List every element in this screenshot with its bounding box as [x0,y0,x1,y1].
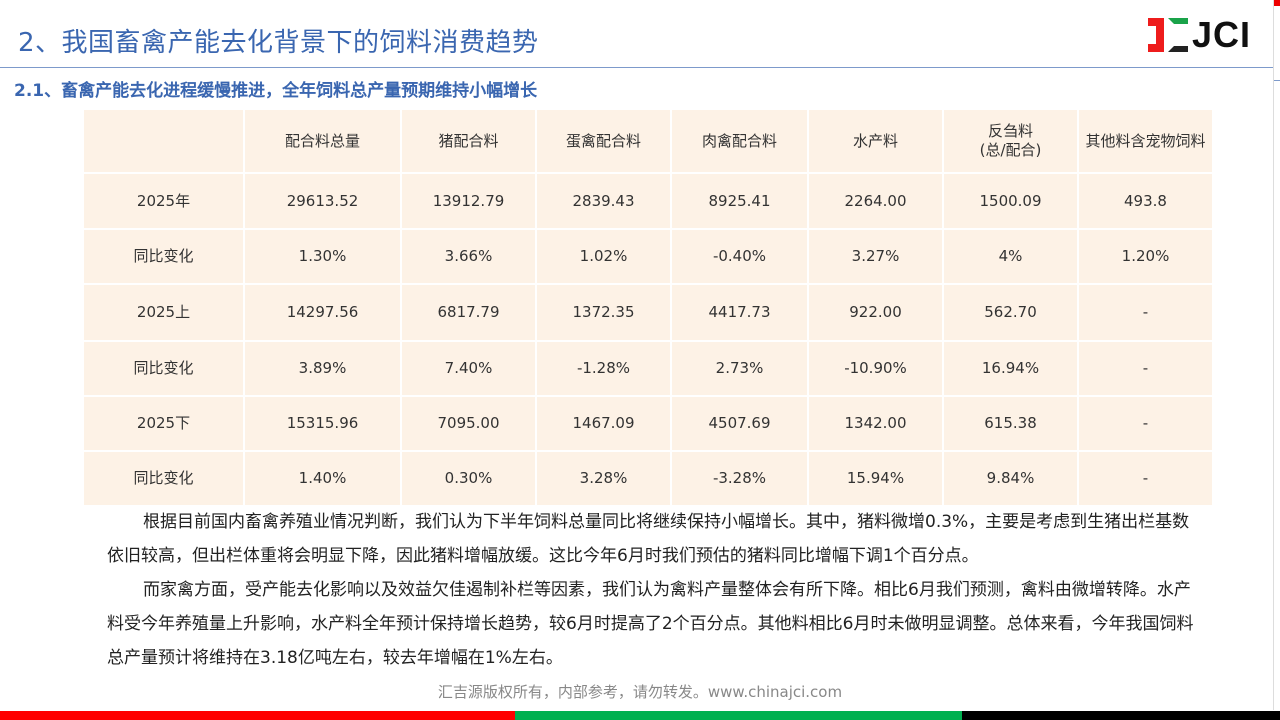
table-row: 2025下 15315.96 7095.00 1467.09 4507.69 1342.0… [82,395,1214,452]
table-cell: 3.89% [243,340,402,397]
table-row: 2025年 29613.52 13912.79 2839.43 8925.41 2264.… [82,172,1214,230]
paragraph: 而家禽方面，受产能去化影响以及效益欠佳遏制补栏等因素，我们认为禽料产量整体会有所… [107,580,1194,668]
table-cell: 922.00 [807,283,944,342]
table-cell: 1467.09 [535,395,672,452]
table-cell: 7.40% [400,340,537,397]
column-header: 蛋禽配合料 [535,108,672,174]
table-cell: - [1077,283,1214,342]
table-cell: 1372.35 [535,283,672,342]
footer-bar-black [962,711,1280,720]
table-row: 同比变化 1.30% 3.66% 1.02% -0.40% 3.27% 4% 1.20% [82,228,1214,285]
copyright-footer: 汇吉源版权所有，内部参考，请勿转发。www.chinajci.com [437,683,843,701]
table-cell: 6817.79 [400,283,537,342]
column-header: 配合料总量 [243,108,402,174]
table-cell: 16.94% [942,340,1079,397]
table-row: 同比变化 1.40% 0.30% 3.28% -3.28% 15.94% 9.84% - [82,450,1214,507]
table-cell: -3.28% [670,450,809,507]
row-label: 2025下 [82,395,245,452]
row-label: 2025年 [82,172,245,230]
table-cell: 3.28% [535,450,672,507]
table-cell: 1.40% [243,450,402,507]
paragraph: 根据目前国内畜禽养殖业情况判断，我们认为下半年饲料总量同比将继续保持小幅增长。其… [107,512,1190,566]
analysis-text: 根据目前国内畜禽养殖业情况判断，我们认为下半年饲料总量同比将继续保持小幅增长。其… [107,505,1197,675]
column-header: 水产料 [807,108,944,174]
right-edge-mark [1274,0,1280,6]
table-cell: 4507.69 [670,395,809,452]
table-cell: 4% [942,228,1079,285]
table-cell: 29613.52 [243,172,402,230]
table-cell: -10.90% [807,340,944,397]
row-label: 同比变化 [82,228,245,285]
column-header [82,108,245,174]
table-cell: 15.94% [807,450,944,507]
row-label: 同比变化 [82,450,245,507]
table-cell: 9.84% [942,450,1079,507]
table-cell: 8925.41 [670,172,809,230]
table-row: 同比变化 3.89% 7.40% -1.28% 2.73% -10.90% 16.94% - [82,340,1214,397]
table-cell: 13912.79 [400,172,537,230]
table-header-row: 配合料总量 猪配合料 蛋禽配合料 肉禽配合料 水产料 反刍料 (总/配合) 其他料含宠物饲料 [82,108,1214,174]
table-cell: 3.27% [807,228,944,285]
table-cell: - [1077,450,1214,507]
table-cell: 2839.43 [535,172,672,230]
table-cell: 14297.56 [243,283,402,342]
table-cell: -0.40% [670,228,809,285]
table-cell: 615.38 [942,395,1079,452]
footer-bar-red [0,711,515,720]
column-header: 其他料含宠物饲料 [1077,108,1214,174]
column-header: 猪配合料 [400,108,537,174]
table-cell: 2264.00 [807,172,944,230]
table-cell: 15315.96 [243,395,402,452]
logo-text: JCI [1192,14,1252,55]
right-edge-divider [1274,80,1280,81]
table-cell: 7095.00 [400,395,537,452]
logo-mark-icon [1148,18,1188,52]
header-divider [0,67,1273,68]
table-cell: 562.70 [942,283,1079,342]
table-row: 2025上 14297.56 6817.79 1372.35 4417.73 922.00… [82,283,1214,342]
feed-output-table: 配合料总量 猪配合料 蛋禽配合料 肉禽配合料 水产料 反刍料 (总/配合) 其他料含宠物饲料… [82,108,1214,507]
row-label: 2025上 [82,283,245,342]
table-cell: 1342.00 [807,395,944,452]
table-cell: 493.8 [1077,172,1214,230]
table-cell: - [1077,395,1214,452]
section-subtitle: 2.1、畜禽产能去化进程缓慢推进，全年饲料总产量预期维持小幅增长 [14,81,538,101]
table-cell: 1500.09 [942,172,1079,230]
table-cell: 1.20% [1077,228,1214,285]
right-edge-line [1273,0,1274,710]
row-label: 同比变化 [82,340,245,397]
column-header: 肉禽配合料 [670,108,809,174]
jci-logo: JCI [1148,14,1258,56]
table-cell: 2.73% [670,340,809,397]
column-header: 反刍料 (总/配合) [942,108,1079,174]
table-cell: 1.02% [535,228,672,285]
table-cell: 0.30% [400,450,537,507]
table-cell: - [1077,340,1214,397]
table-cell: 4417.73 [670,283,809,342]
footer-bar-green [515,711,962,720]
page-title: 2、我国畜禽产能去化背景下的饲料消费趋势 [18,28,539,58]
table-cell: 3.66% [400,228,537,285]
table-cell: 1.30% [243,228,402,285]
table-cell: -1.28% [535,340,672,397]
